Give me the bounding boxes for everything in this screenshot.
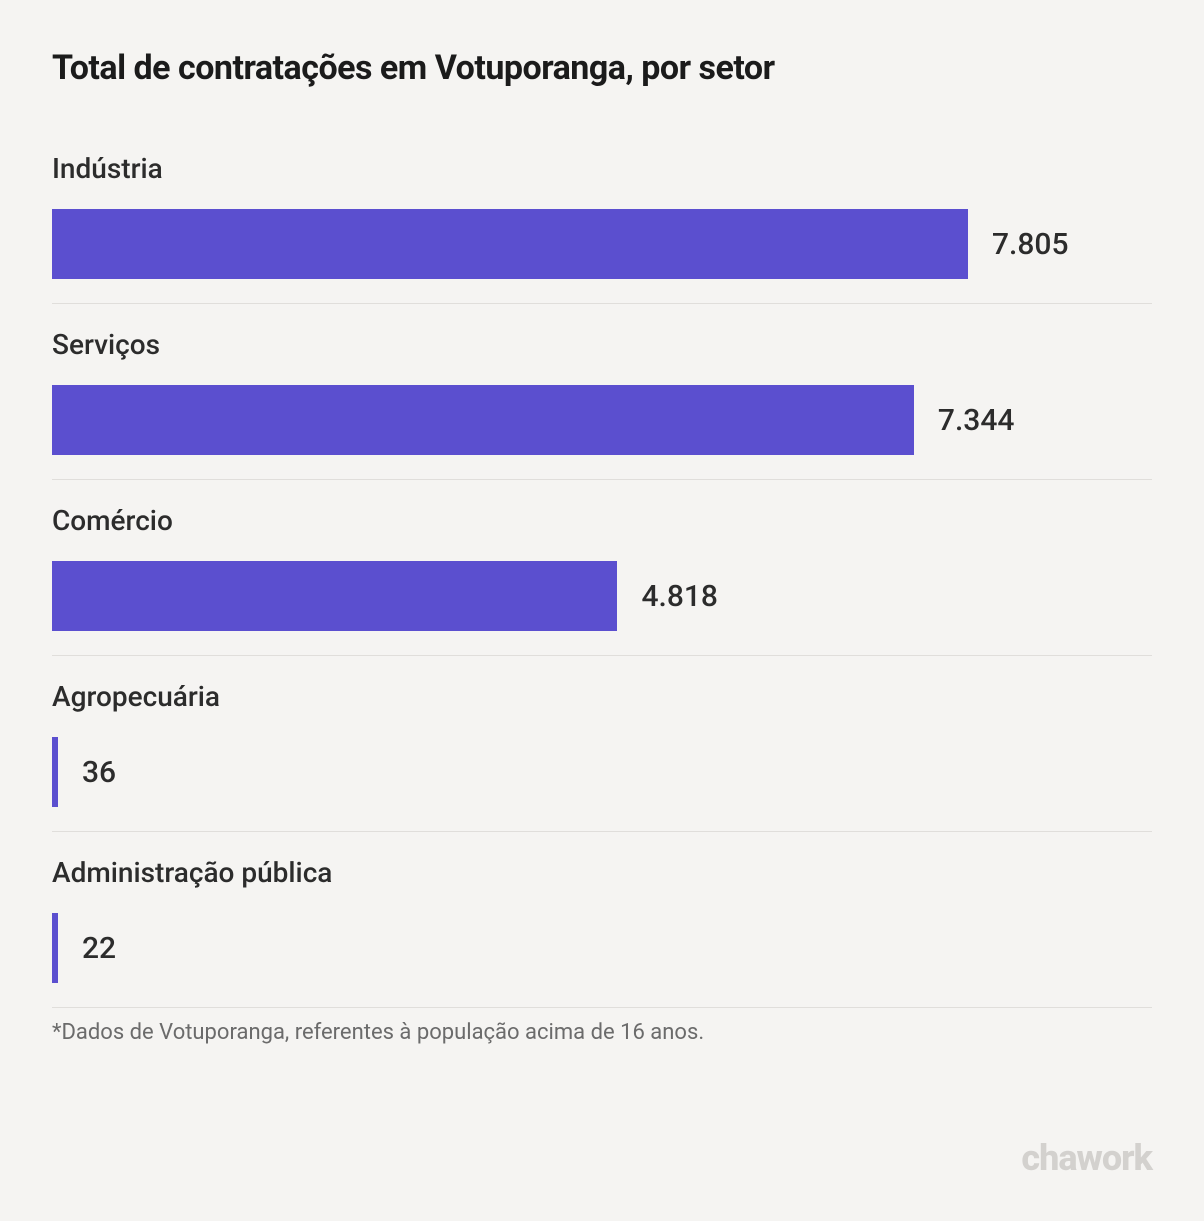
- bar-value: 7.805: [992, 227, 1069, 262]
- bar-label: Administração pública: [52, 856, 1152, 889]
- brand-logo: chawork: [1021, 1137, 1152, 1179]
- bar-line: 36: [52, 737, 1152, 807]
- bar-label: Agropecuária: [52, 680, 1152, 713]
- bar-value: 36: [82, 755, 116, 790]
- bar-row: Serviços 7.344: [52, 328, 1152, 480]
- bar-line: 22: [52, 913, 1152, 983]
- bar-row: Agropecuária 36: [52, 680, 1152, 832]
- bar-value: 7.344: [938, 403, 1015, 438]
- bar-value: 22: [82, 931, 116, 966]
- bar-label: Serviços: [52, 328, 1152, 361]
- bar-row: Comércio 4.818: [52, 504, 1152, 656]
- bar-line: 7.805: [52, 209, 1152, 279]
- bar-row: Administração pública 22: [52, 856, 1152, 1008]
- bar: [52, 737, 58, 807]
- bar-value: 4.818: [641, 579, 718, 614]
- bar-line: 7.344: [52, 385, 1152, 455]
- bar: [52, 561, 617, 631]
- chart-title: Total de contratações em Votuporanga, po…: [52, 48, 1152, 88]
- bar-chart: Indústria 7.805 Serviços 7.344 Comércio …: [52, 152, 1152, 1008]
- bar: [52, 385, 914, 455]
- bar-label: Comércio: [52, 504, 1152, 537]
- bar: [52, 913, 58, 983]
- chart-footnote: *Dados de Votuporanga, referentes à popu…: [52, 1020, 1152, 1045]
- bar-row: Indústria 7.805: [52, 152, 1152, 304]
- bar-line: 4.818: [52, 561, 1152, 631]
- bar: [52, 209, 968, 279]
- bar-label: Indústria: [52, 152, 1152, 185]
